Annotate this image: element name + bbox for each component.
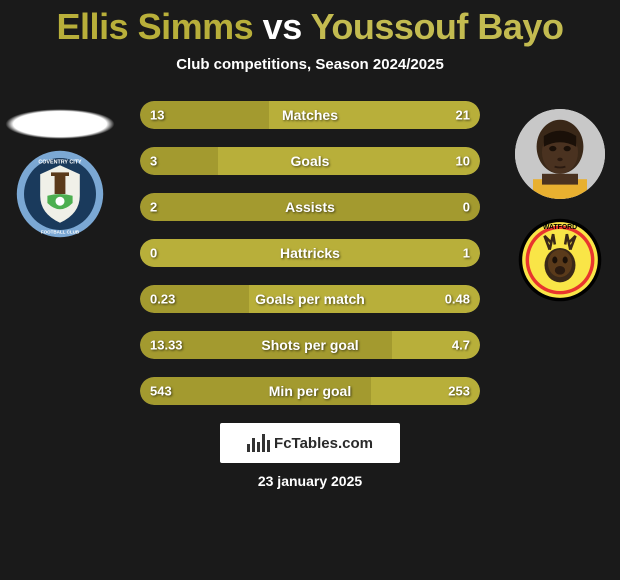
stat-row: 2 0 Assists [140, 193, 480, 221]
stat-value-left: 543 [150, 384, 172, 399]
player1-club-crest: COVENTRY CITY FOOTBALL CLUB [15, 149, 105, 239]
player2-club-crest: WATFORD [515, 215, 605, 305]
stat-label: Matches [282, 107, 338, 123]
stat-value-left: 13 [150, 108, 164, 123]
stats-bars: 1321Matches310Goals20Assists01Hattricks0… [140, 101, 480, 405]
stat-label: Goals per match [255, 291, 365, 307]
brand-text: FcTables.com [274, 435, 373, 452]
left-player-column: COVENTRY CITY FOOTBALL CLUB [10, 109, 110, 239]
brand-icon [247, 434, 270, 452]
stat-label: Min per goal [269, 383, 351, 399]
comparison-title: Ellis Simms vs Youssouf Bayo [0, 0, 620, 52]
stat-value-right: 21 [456, 108, 470, 123]
stat-row: 0.23 0.48 Goals per match [140, 285, 480, 313]
svg-text:WATFORD: WATFORD [543, 224, 577, 231]
stat-row: 13.33 4.7 Shots per goal [140, 331, 480, 359]
stat-bar-right [218, 147, 480, 175]
svg-text:COVENTRY CITY: COVENTRY CITY [38, 159, 82, 165]
player2-avatar [515, 109, 605, 199]
stat-value-right: 10 [456, 154, 470, 169]
stat-value-left: 0 [150, 246, 157, 261]
stat-row: 13 21 Matches [140, 101, 480, 129]
stat-label: Hattricks [280, 245, 340, 261]
stat-value-left: 0.23 [150, 292, 175, 307]
right-player-column: WATFORD [510, 109, 610, 305]
stat-value-left: 3 [150, 154, 157, 169]
vs-label: vs [263, 6, 302, 47]
stat-value-right: 4.7 [452, 338, 470, 353]
player1-name: Ellis Simms [57, 6, 254, 47]
svg-text:FOOTBALL CLUB: FOOTBALL CLUB [41, 230, 80, 235]
stat-value-right: 0.48 [445, 292, 470, 307]
stat-value-right: 253 [448, 384, 470, 399]
stat-value-right: 0 [463, 200, 470, 215]
stat-label: Goals [291, 153, 330, 169]
stat-label: Assists [285, 199, 335, 215]
stat-value-left: 2 [150, 200, 157, 215]
player1-avatar [5, 109, 115, 139]
footer-date: 23 january 2025 [0, 473, 620, 489]
comparison-content: COVENTRY CITY FOOTBALL CLUB [0, 101, 620, 405]
stat-row: 3 10 Goals [140, 147, 480, 175]
brand-logo: FcTables.com [220, 423, 400, 463]
player2-name: Youssouf Bayo [311, 6, 564, 47]
stat-value-left: 13.33 [150, 338, 183, 353]
stat-row: 0 1 Hattricks [140, 239, 480, 267]
stat-value-right: 1 [463, 246, 470, 261]
stat-row: 543 253 Min per goal [140, 377, 480, 405]
season-subtitle: Club competitions, Season 2024/2025 [0, 56, 620, 73]
stat-label: Shots per goal [261, 337, 358, 353]
